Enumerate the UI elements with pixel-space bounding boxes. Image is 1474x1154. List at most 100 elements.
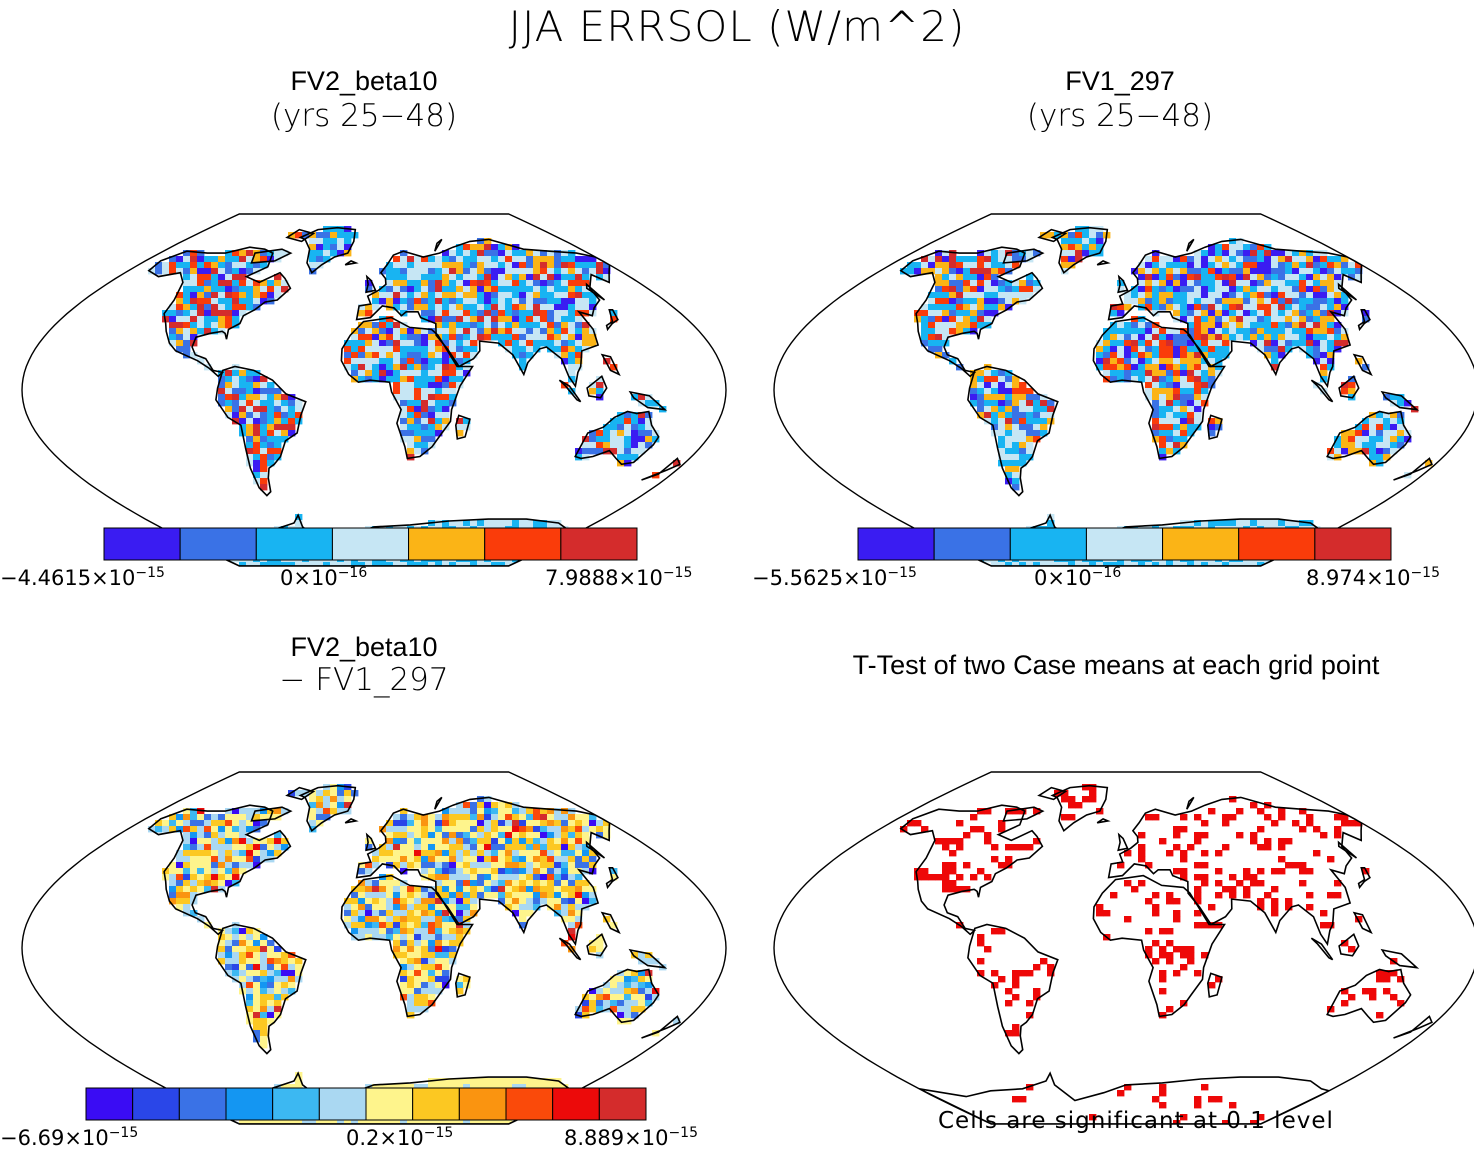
grid-cell [1068,562,1076,566]
grid-cell [575,868,583,875]
grid-cell [274,808,282,815]
grid-cell [379,370,387,377]
grid-cell [589,994,597,1001]
grid-cell [372,886,380,893]
grid-cell [456,928,464,935]
grid-cell [1103,358,1111,365]
grid-cell [554,280,562,287]
grid-cell [1320,310,1328,317]
grid-cell [435,298,443,305]
grid-cell [1292,256,1300,263]
colorbar-swatch [178,1087,227,1121]
grid-cell [484,832,492,839]
grid-cell [984,376,992,383]
grid-cell [603,832,611,839]
grid-cell [358,892,366,899]
grid-cell [204,886,212,893]
coastline [355,238,611,389]
grid-cell [984,406,992,413]
grid-cell [1376,424,1384,431]
grid-cell [1320,328,1328,335]
grid-cell [1215,244,1223,251]
grid-cell [1019,412,1027,419]
grid-cell [1222,298,1230,305]
grid-cell [1138,340,1146,347]
grid-cell [393,928,401,935]
grid-cell [463,832,471,839]
grid-cell [358,862,366,869]
grid-cell [1208,310,1216,317]
grid-cell [414,442,422,449]
grid-cell [393,922,401,929]
grid-cell [414,352,422,359]
grid-cell [1222,274,1230,281]
grid-cell [1201,328,1209,335]
grid-cell [1229,562,1237,566]
grid-cell [211,880,219,887]
grid-cell [421,814,429,821]
grid-cell [1306,256,1314,263]
grid-cell [921,322,929,329]
grid-cell [1299,274,1307,281]
grid-cell [1313,322,1321,329]
grid-cell [1026,286,1034,293]
grid-cell [1166,892,1174,899]
grid-cell [505,280,513,287]
colorbar-swatch [1314,527,1392,561]
grid-cell [1285,328,1293,335]
coastline [967,923,1059,1055]
grid-cell [414,286,422,293]
grid-cell [526,328,534,335]
grid-cell [533,298,541,305]
grid-cell [379,562,387,566]
grid-cell [442,916,450,923]
grid-cell [400,934,408,941]
grid-cell [1166,286,1174,293]
grid-cell [998,442,1006,449]
grid-cell [183,874,191,881]
grid-cell [463,898,471,905]
grid-cell [1138,880,1146,887]
grid-cell [1166,418,1174,425]
grid-cell [561,328,569,335]
grid-cell [379,892,387,899]
grid-cell [442,946,450,953]
grid-cell [435,922,443,929]
coastline [365,832,377,852]
grid-cell [456,934,464,941]
grid-cell [239,418,247,425]
grid-cell [435,862,443,869]
grid-cell [407,442,415,449]
grid-cell [526,898,534,905]
grid-cell [204,874,212,881]
grid-cell [1047,400,1055,407]
grid-cell [603,982,611,989]
grid-cell [1145,364,1153,371]
grid-cell [428,988,436,995]
grid-cell [463,904,471,911]
grid-cell [1103,334,1111,341]
grid-cell [928,346,936,353]
grid-cell [1145,334,1153,341]
grid-cell [449,922,457,929]
grid-cell [1334,880,1342,887]
grid-cell [421,292,429,299]
grid-cell [575,340,583,347]
grid-cell [169,262,177,269]
grid-cell [984,946,992,953]
coastline [600,911,621,935]
grid-cell [218,256,226,263]
grid-cell [400,952,408,959]
grid-cell [1264,346,1272,353]
grid-cell [449,850,457,857]
grid-cell [949,880,957,887]
grid-cell [162,268,170,275]
grid-cell [540,304,548,311]
grid-cell [998,400,1006,407]
grid-cell [533,274,541,281]
grid-cell [400,412,408,419]
grid-cell [1166,292,1174,299]
grid-cell [1299,826,1307,833]
grid-cell [998,250,1006,257]
grid-cell [400,382,408,389]
